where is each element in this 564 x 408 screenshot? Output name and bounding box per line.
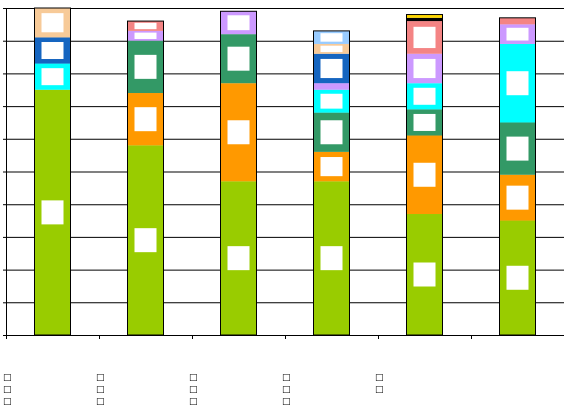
category-tick-label: □: [96, 385, 105, 395]
category-tick-label: □: [189, 385, 198, 395]
bar-outline: [406, 14, 443, 336]
bar-data-label-box: [227, 246, 250, 271]
category-tick-label: □: [3, 373, 12, 383]
category-tick-label: □: [282, 397, 291, 407]
category-tick-label: □: [3, 397, 12, 407]
bar-data-label-box: [227, 15, 250, 31]
bar-data-label-box: [41, 68, 64, 86]
bar-data-label-box: [506, 136, 529, 161]
bar-data-label-box: [413, 87, 436, 105]
category-tick-label: □: [282, 385, 291, 395]
bar-data-label-box: [320, 157, 343, 177]
bar-data-label-box: [320, 45, 343, 53]
bar-data-label-box: [506, 185, 529, 210]
category-tick-label: □: [3, 385, 12, 395]
bar-data-label-box: [41, 42, 64, 60]
category-tick-label: □: [189, 373, 198, 383]
category-tick-label: □: [189, 397, 198, 407]
category-tick-label: □: [282, 373, 291, 383]
bar-data-label-box: [506, 71, 529, 96]
bar-data-label-box: [134, 107, 157, 132]
bar-data-label-box: [320, 246, 343, 271]
bar-data-label-box: [320, 33, 343, 42]
bar-data-label-box: [320, 93, 343, 109]
bar-data-label-box: [227, 120, 250, 145]
category-tick-label: □: [96, 397, 105, 407]
bar-outline: [34, 7, 71, 336]
bar-segment: [406, 14, 443, 18]
bar-data-label-box: [506, 27, 529, 41]
bar-data-label-box: [41, 200, 64, 225]
bar-data-label-box: [41, 13, 64, 33]
bar-outline: [499, 17, 536, 336]
bar-outline: [220, 10, 257, 336]
bar-data-label-box: [134, 228, 157, 253]
bar-data-label-box: [413, 113, 436, 131]
category-tick-label: □: [375, 385, 384, 395]
bar-data-label-box: [134, 22, 157, 30]
bar-data-label-box: [320, 58, 343, 79]
category-tick-label: □: [96, 373, 105, 383]
category-tick-label: □: [375, 373, 384, 383]
bar-segment: [406, 17, 443, 22]
bar-outline: [127, 20, 164, 336]
bar-data-label-box: [506, 265, 529, 290]
bar-data-label-box: [134, 54, 157, 79]
bar-data-label-box: [413, 26, 436, 49]
bar-outline: [313, 30, 350, 336]
bar-data-label-box: [320, 120, 343, 145]
bar-data-label-box: [134, 32, 157, 39]
bar-data-label-box: [413, 262, 436, 287]
bar-data-label-box: [227, 46, 250, 71]
bar-data-label-box: [413, 162, 436, 187]
bar-segment: [313, 83, 350, 90]
bar-segment: [499, 17, 536, 25]
bar-data-label-box: [413, 58, 436, 79]
